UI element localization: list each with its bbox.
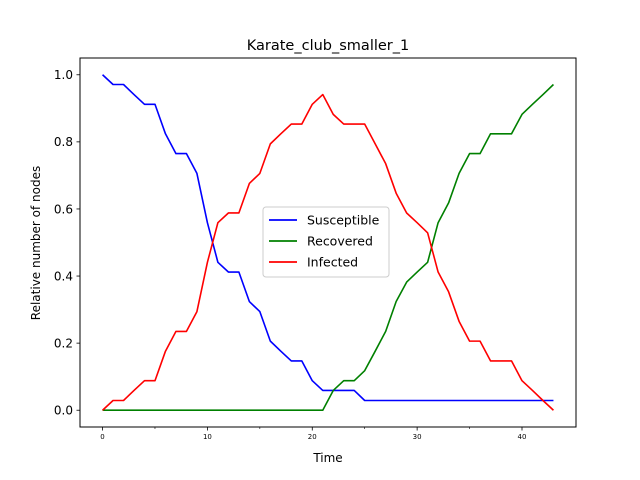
x-tick-label: 30 [413,433,422,441]
y-tick-label: 0.6 [54,202,73,216]
x-tick-label: 40 [518,433,527,441]
legend-label: Susceptible [307,213,380,228]
legend-label: Recovered [307,234,373,249]
chart-title: Karate_club_smaller_1 [247,38,409,54]
series-line-0 [102,74,554,402]
legend-box [262,206,390,278]
y-tick-label: 0.0 [54,404,73,418]
x-tick-label: 20 [308,433,317,441]
y-tick-label: 1.0 [54,68,73,82]
y-tick-label: 0.2 [54,336,73,350]
series-line-2 [102,93,554,411]
axis-ticks: 0 10 20 30 40 0.0 0.2 0.4 0.6 0.8 1.0 [54,68,527,441]
legend-label: Infected [307,255,358,270]
x-tick-label: 10 [203,433,212,441]
y-axis-label: Relative number of nodes [29,166,43,320]
x-axis-label: Time [312,451,342,465]
y-tick-label: 0.8 [54,135,73,149]
series-line-1 [102,83,555,412]
y-tick-label: 0.4 [54,269,73,283]
legend: Susceptible Recovered Infected [262,206,390,278]
series-lines [102,74,555,412]
x-tick-label: 0 [100,433,104,441]
plot-frame [79,57,577,428]
